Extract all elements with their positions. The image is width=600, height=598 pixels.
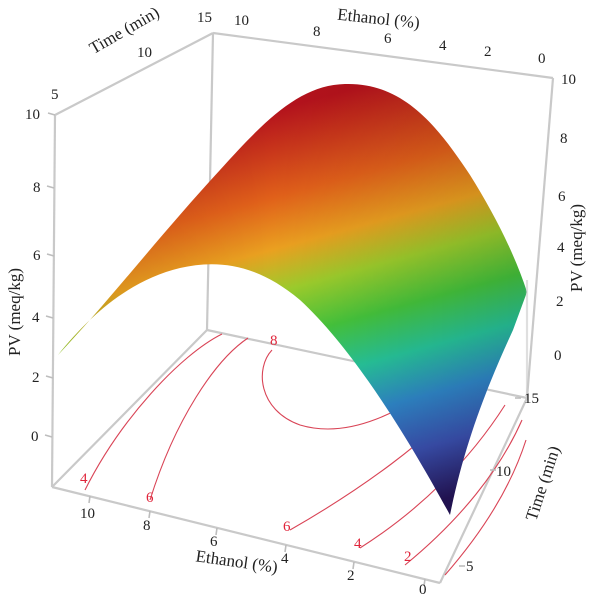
contour-line-4-left bbox=[84, 333, 223, 491]
contour-label-4-left: 4 bbox=[80, 471, 88, 487]
contour-line-2b bbox=[444, 439, 527, 576]
x-tick-bottom-8: 8 bbox=[143, 518, 151, 534]
x-tick-top-8: 8 bbox=[313, 24, 321, 40]
z-tick-right-4: 4 bbox=[557, 240, 565, 256]
z-tick-left-10: 10 bbox=[25, 107, 40, 123]
x-axis-title-top: Ethanol (%) bbox=[337, 5, 421, 33]
x-tick-top-0: 0 bbox=[538, 51, 546, 67]
x-tick-top-10: 10 bbox=[234, 13, 249, 29]
y-tick-bottom-10: 10 bbox=[496, 464, 511, 480]
z-axis-left: 10 8 6 4 2 0 PV (meq/kg) bbox=[5, 107, 56, 445]
z-tick-right-10: 10 bbox=[561, 72, 576, 88]
y-tick-top-15: 15 bbox=[197, 10, 212, 26]
y-tick-top-5: 5 bbox=[51, 87, 59, 103]
z-tick-left-8: 8 bbox=[33, 180, 41, 196]
surface-shading bbox=[58, 83, 527, 515]
x-tick-bottom-2: 2 bbox=[347, 568, 355, 584]
x-axis-bottom: 10 8 6 4 2 0 Ethanol (%) bbox=[80, 495, 427, 598]
contour-label-8: 8 bbox=[270, 333, 278, 349]
z-tick-right-0: 0 bbox=[554, 348, 562, 364]
x-tick-bottom-10: 10 bbox=[80, 506, 95, 522]
contour-line-6-left bbox=[149, 337, 249, 501]
z-axis-right: 10 8 6 4 2 0 PV (meq/kg) bbox=[554, 72, 586, 364]
z-axis-title-right: PV (meq/kg) bbox=[567, 204, 586, 292]
z-tick-left-6: 6 bbox=[33, 248, 41, 264]
y-axis-top: 15 10 5 Time (min) bbox=[51, 3, 212, 103]
contour-line-2-right bbox=[404, 419, 523, 566]
z-tick-right-2: 2 bbox=[556, 294, 564, 310]
x-tick-bottom-0: 0 bbox=[419, 582, 427, 598]
y-tick-bottom-15: 15 bbox=[524, 391, 539, 407]
z-axis-title-left: PV (meq/kg) bbox=[5, 268, 24, 356]
y-axis-title-bottom: Time (min) bbox=[522, 444, 564, 523]
x-axis-title-bottom: Ethanol (%) bbox=[195, 546, 279, 576]
x-tick-top-4: 4 bbox=[439, 38, 447, 54]
x-tick-top-6: 6 bbox=[384, 31, 392, 47]
y-tick-top-10: 10 bbox=[137, 45, 152, 61]
contour-labels: 8 6 4 6 4 2 bbox=[80, 333, 412, 565]
z-tick-left-0: 0 bbox=[31, 429, 39, 445]
x-tick-bottom-6: 6 bbox=[210, 534, 218, 550]
x-axis-top: 10 8 6 4 2 0 Ethanol (%) bbox=[234, 5, 546, 67]
x-tick-top-2: 2 bbox=[484, 44, 492, 60]
y-tick-bottom-5: 5 bbox=[466, 559, 474, 575]
contour-label-4-right: 4 bbox=[354, 536, 362, 552]
response-surface bbox=[58, 83, 527, 515]
z-tick-left-2: 2 bbox=[32, 370, 40, 386]
back-wall-frame bbox=[50, 31, 555, 585]
contour-label-6-left: 6 bbox=[146, 490, 154, 506]
contour-label-6-right: 6 bbox=[283, 519, 291, 535]
contour-label-2-right: 2 bbox=[404, 549, 412, 565]
x-tick-bottom-4: 4 bbox=[281, 551, 289, 567]
z-tick-right-6: 6 bbox=[558, 189, 566, 205]
z-tick-left-4: 4 bbox=[32, 310, 40, 326]
z-tick-right-8: 8 bbox=[560, 131, 568, 147]
